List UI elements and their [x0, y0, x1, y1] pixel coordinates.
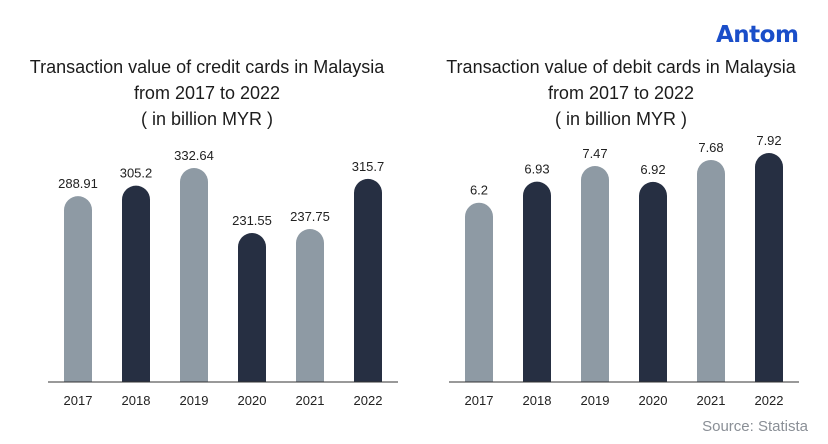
value-label-2017: 288.91	[58, 176, 98, 191]
value-label-2019: 7.47	[582, 146, 607, 161]
tick-label-2018: 2018	[122, 393, 151, 408]
bar-2022	[354, 178, 382, 382]
source-note: Source: Statista	[702, 418, 808, 435]
value-label-2021: 7.68	[698, 140, 723, 155]
value-label-2020: 231.55	[232, 213, 272, 228]
value-label-2017: 6.2	[470, 183, 488, 198]
bar-2018	[523, 181, 551, 382]
value-label-2022: 315.7	[352, 159, 385, 174]
tick-label-2017: 2017	[64, 393, 93, 408]
chart-title-line-1: Transaction value of debit cards in Mala…	[446, 57, 796, 77]
tick-label-2020: 2020	[238, 393, 267, 408]
bar-2019	[581, 166, 609, 382]
bar-2017	[465, 202, 493, 382]
chart-title-line-2: from 2017 to 2022	[133, 83, 281, 103]
value-label-2019: 332.64	[174, 148, 214, 163]
tick-label-2019: 2019	[180, 393, 209, 408]
chart-title: Transaction value of debit cards in Mala…	[414, 54, 828, 132]
value-label-2022: 7.92	[756, 133, 781, 148]
value-label-2018: 305.2	[120, 166, 153, 181]
tick-label-2022: 2022	[755, 393, 784, 408]
tick-label-2020: 2020	[639, 393, 668, 408]
tick-label-2021: 2021	[697, 393, 726, 408]
chart-title-line-1: Transaction value of credit cards in Mal…	[29, 57, 385, 77]
value-label-2020: 6.92	[640, 162, 665, 177]
tick-label-2021: 2021	[296, 393, 325, 408]
bar-2019	[180, 168, 208, 382]
bar-2017	[64, 196, 92, 382]
brand-logo: Antom	[716, 22, 799, 48]
bar-2021	[697, 159, 725, 382]
value-label-2021: 237.75	[290, 209, 330, 224]
chart-title: Transaction value of credit cards in Mal…	[0, 54, 414, 132]
debit-card-chart: Transaction value of debit cards in Mala…	[414, 0, 828, 444]
tick-label-2022: 2022	[354, 393, 383, 408]
bar-2022	[755, 153, 783, 382]
credit-card-chart: Transaction value of credit cards in Mal…	[0, 54, 414, 408]
tick-label-2018: 2018	[523, 393, 552, 408]
bar-2018	[122, 185, 150, 382]
debit-card-chart-plot: 6.2 2017 6.93 2018 7.47 2019 6.92 2020 7.68 2021 7…	[449, 133, 799, 408]
value-label-2018: 6.93	[524, 162, 549, 177]
bar-2020	[238, 233, 266, 382]
chart-title-line-3: ( in billion MYR )	[554, 109, 688, 129]
chart-title-line-2: from 2017 to 2022	[547, 83, 695, 103]
credit-card-chart-plot: 288.91 2017 305.2 2018 332.64 2019 231.55 2020 2…	[48, 148, 398, 408]
chart-title-line-3: ( in billion MYR )	[140, 109, 274, 129]
tick-label-2017: 2017	[465, 393, 494, 408]
bar-2020	[639, 181, 667, 382]
bar-2021	[296, 229, 324, 382]
tick-label-2019: 2019	[581, 393, 610, 408]
